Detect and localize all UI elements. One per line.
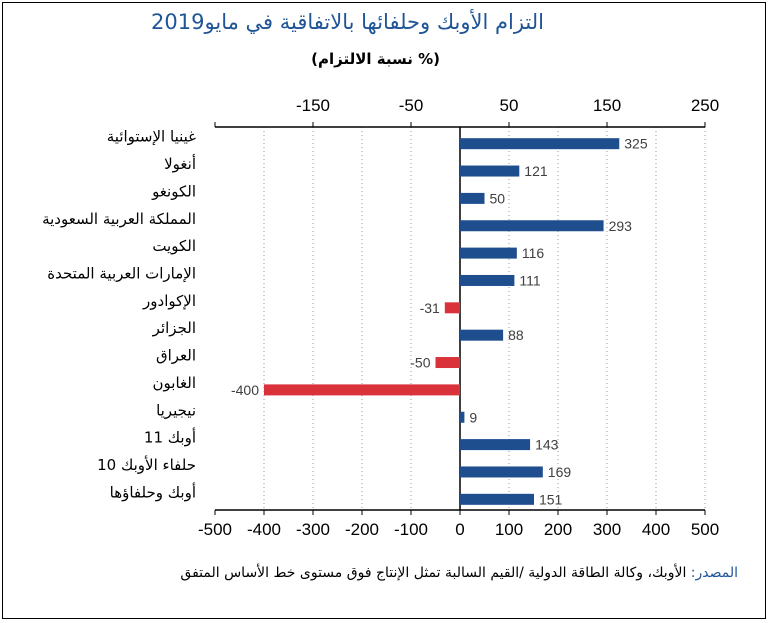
category-label: المملكة العربية السعودية — [42, 210, 196, 228]
bar — [435, 357, 460, 369]
bar — [460, 138, 620, 150]
top-tick-label: 250 — [691, 96, 719, 115]
category-label: الغابون — [153, 374, 196, 392]
bottom-tick-label: -400 — [247, 520, 281, 539]
category-label: العراق — [156, 347, 196, 365]
data-label: 325 — [624, 136, 648, 152]
bar — [460, 439, 531, 451]
category-label: أنغولا — [164, 154, 196, 173]
source-label: المصدر: — [690, 565, 738, 581]
category-label: الكونغو — [151, 182, 196, 200]
data-label: -50 — [410, 355, 430, 371]
bottom-tick-label: 200 — [544, 520, 572, 539]
category-label: الكويت — [152, 237, 196, 255]
data-label: 121 — [524, 163, 548, 179]
category-label: أوبك 11 — [144, 428, 196, 447]
top-tick-label: -50 — [399, 96, 424, 115]
data-label: 116 — [522, 245, 545, 261]
bar — [264, 384, 460, 396]
data-label: 9 — [469, 409, 477, 425]
bar — [460, 274, 515, 286]
bottom-tick-label: 500 — [691, 520, 719, 539]
bottom-tick-label: -500 — [198, 520, 232, 539]
bar — [460, 165, 520, 177]
data-label: 111 — [519, 272, 540, 288]
chart-subtitle: (% نسبة الالتزام) — [311, 50, 440, 68]
data-label: -400 — [231, 382, 259, 398]
bottom-tick-label: 300 — [593, 520, 621, 539]
bottom-tick-label: -200 — [345, 520, 379, 539]
data-label: 88 — [508, 327, 524, 343]
bar — [460, 466, 543, 478]
bottom-tick-label: -100 — [394, 520, 428, 539]
bar — [460, 220, 604, 232]
top-tick-label: -150 — [296, 96, 330, 115]
data-label: -31 — [420, 300, 440, 316]
data-label: 151 — [539, 491, 563, 507]
category-label: أوبك وحلفاؤها — [110, 482, 196, 501]
data-label: 50 — [490, 190, 506, 206]
data-label: 293 — [609, 218, 633, 234]
bottom-tick-label: 100 — [495, 520, 523, 539]
category-label: الإمارات العربية المتحدة — [47, 264, 196, 282]
bottom-tick-label: 400 — [642, 520, 670, 539]
data-label: 143 — [535, 437, 559, 453]
chart-title: التزام الأوبك وحلفائها بالاتفاقية في ماي… — [151, 10, 544, 34]
bar — [444, 302, 460, 314]
source-note: المصدر: الأوبك، وكالة الطاقة الدولية /ال… — [180, 565, 738, 581]
bar — [460, 247, 517, 259]
bar — [460, 329, 504, 341]
category-label: حلفاء الأوبك 10 — [97, 455, 196, 474]
category-label: الإكوادور — [142, 292, 196, 310]
source-text: الأوبك، وكالة الطاقة الدولية /القيم السا… — [180, 565, 687, 581]
category-label: غينيا الإستوائية — [107, 128, 196, 146]
bar — [460, 192, 485, 204]
bottom-tick-label: 0 — [455, 520, 464, 539]
top-tick-label: 50 — [500, 96, 519, 115]
category-label: الجزائر — [152, 319, 196, 337]
bar — [460, 411, 465, 423]
data-label: 169 — [548, 464, 572, 480]
bar — [460, 493, 534, 505]
bottom-tick-label: -300 — [296, 520, 330, 539]
top-tick-label: 150 — [593, 96, 621, 115]
category-label: نيجيريا — [156, 401, 196, 419]
